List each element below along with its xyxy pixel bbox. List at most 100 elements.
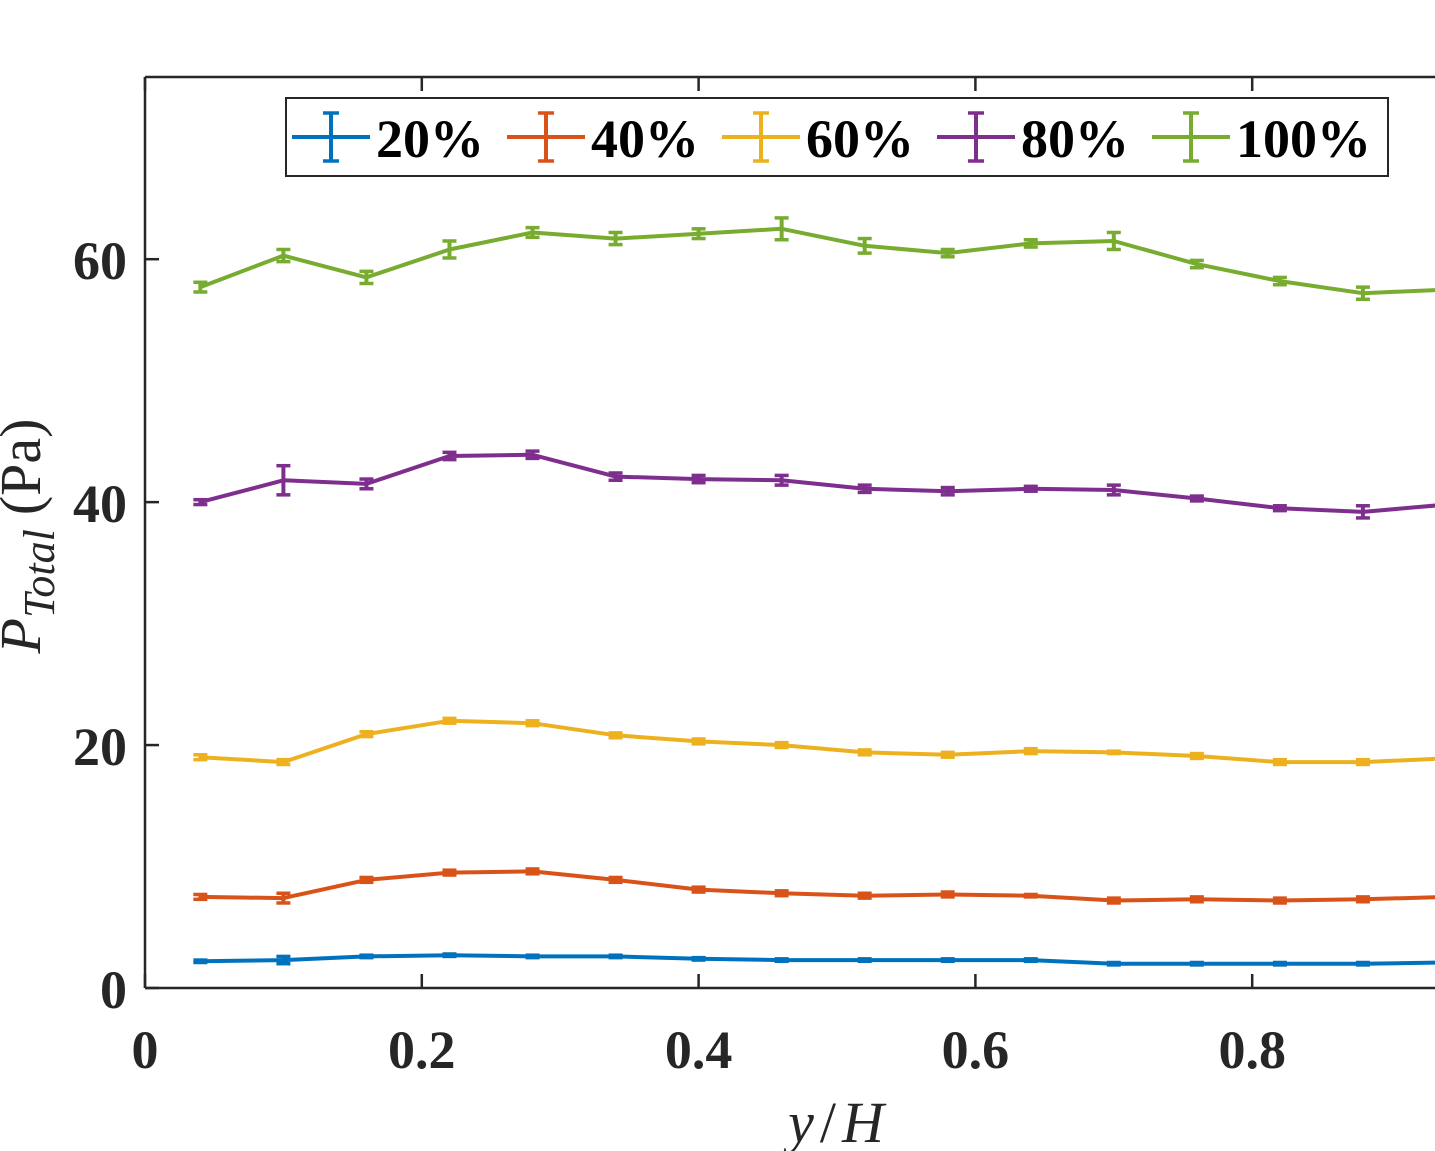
series-60pct [193,716,1435,767]
error-bar [359,269,374,286]
error-bar [1189,960,1204,967]
error-bar [774,473,789,487]
legend-entry-40pct: 40% [507,109,699,169]
series-20pct [193,952,1435,967]
error-bar [1189,494,1204,503]
y-tick-label: 60 [73,231,127,291]
series-layer [193,216,1435,967]
series-80pct [193,449,1435,520]
series-line-60pct [200,718,1435,765]
error-bar [1106,960,1121,967]
error-bar [1272,275,1287,287]
legend-label: 80% [1021,109,1129,169]
series-line-80pct [199,452,1435,514]
error-bar [1023,238,1038,249]
error-bar [359,477,374,491]
error-bar [608,471,623,483]
error-bar [1355,285,1370,302]
x-tick-label: 0.6 [942,1020,1010,1080]
x-tick-label: 0 [132,1020,159,1080]
error-bar [1272,757,1287,767]
error-bar [525,719,540,728]
error-bar [525,953,540,960]
y-axis-label-main: P [0,618,53,654]
series-line-100pct [199,226,1435,296]
error-bar [442,868,457,877]
error-bar [1272,896,1287,905]
error-bar [1272,504,1287,513]
error-bar [1023,892,1038,899]
error-bar [1272,960,1287,967]
error-bar [608,230,623,247]
x-axis-label-den: H [841,1090,887,1151]
error-bar [857,957,872,964]
error-bar [276,247,291,264]
error-bar [774,957,789,964]
error-bar [857,483,872,495]
error-bar [774,889,789,898]
series-line-20pct [200,953,1435,966]
error-bar [1355,960,1370,967]
error-bar [442,239,457,260]
error-bar [608,875,623,885]
error-bar [276,463,291,497]
error-bar [691,473,706,485]
error-bar [359,729,374,739]
error-bar [442,450,457,462]
error-bar [525,225,540,240]
error-bar [193,958,208,965]
error-bar [193,280,208,294]
series-40pct [193,867,1435,905]
legend-label: 100% [1236,109,1371,169]
error-bar [193,497,208,507]
error-bar [691,885,706,894]
legend-entry-20pct: 20% [292,109,484,169]
error-bar [691,227,706,241]
y-tick-label: 40 [73,474,127,534]
error-bar [442,716,457,725]
x-axis-label-var: y [783,1090,814,1151]
legend-label: 60% [806,109,914,169]
error-bar [525,867,540,876]
y-axis-label: PTotal (Pa) [0,419,64,655]
x-axis-label: y / H [783,1090,887,1151]
error-bar [608,731,623,740]
error-bar [1189,751,1204,761]
x-axis-label-sep: / [820,1090,837,1151]
error-bar [525,449,540,461]
x-tick-label: 0.8 [1218,1020,1286,1080]
plot-area [193,216,1435,967]
error-bar [1023,957,1038,964]
legend: 20% 40% 60% 80% 100% [285,97,1389,177]
series-line-40pct [200,869,1435,903]
error-bar [442,952,457,959]
error-bar [940,485,955,497]
error-bar [1106,483,1121,497]
error-bar [940,890,955,899]
legend-entry-60pct: 60% [722,109,914,169]
legend-label: 20% [376,109,484,169]
error-bar [1106,896,1121,905]
axes-layer: 0 0.2 0.4 0.6 0.8 0 20 40 60 [73,75,1435,1080]
legend-label: 40% [591,109,699,169]
error-bar [193,753,208,762]
error-bar [1023,746,1038,756]
error-bar [1189,258,1204,270]
error-bar [774,740,789,750]
error-bar [691,955,706,962]
error-bar [1355,504,1370,520]
error-bar [940,247,955,259]
legend-entry-80pct: 80% [937,109,1129,169]
error-bar [276,757,291,767]
y-tick-label: 20 [73,717,127,777]
error-bar [691,737,706,746]
legend-entry-100pct: 100% [1152,109,1371,169]
error-bar [1355,757,1370,767]
y-axis-label-sub: Total [15,529,64,618]
error-bar [940,957,955,964]
series-100pct [193,216,1435,302]
y-tick-label: 0 [100,960,127,1020]
error-bar [774,216,789,242]
error-bar [857,891,872,900]
error-bar [359,953,374,960]
